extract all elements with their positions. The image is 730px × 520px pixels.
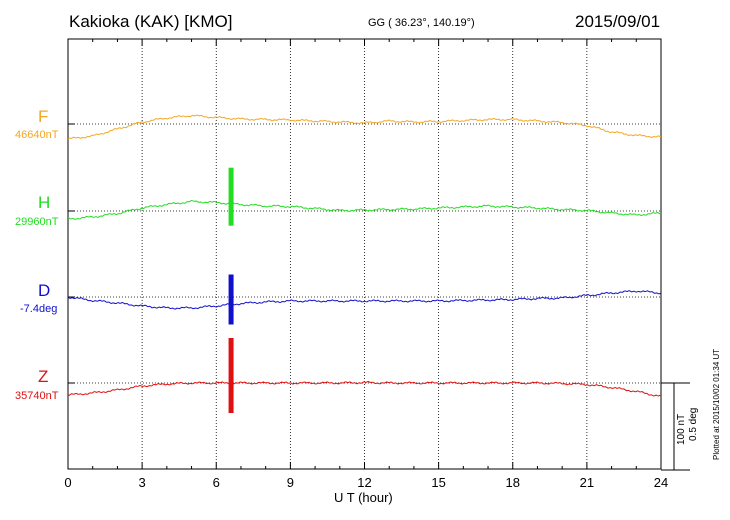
station-coords: GG ( 36.23°, 140.19°) (368, 17, 475, 29)
channel-d-baseline: -7.4deg (20, 303, 58, 315)
plot-frame (67, 38, 662, 470)
scale-bar-deg: 0.5 deg (688, 407, 699, 441)
x-tick-label: 3 (139, 475, 146, 490)
x-tick-label: 0 (64, 475, 71, 490)
x-tick-label: 9 (287, 475, 294, 490)
channel-d-label: D (38, 281, 51, 300)
x-tick-label: 24 (654, 475, 668, 490)
x-tick-label: 15 (431, 475, 445, 490)
disturbance-spike-z (228, 338, 234, 413)
series-line-d (67, 290, 662, 310)
x-tick-label: 6 (213, 475, 220, 490)
scale-bar-nt: 100 nT (676, 413, 687, 445)
plot-date: 2015/09/01 (575, 12, 661, 31)
x-tick-label: 12 (357, 475, 371, 490)
x-tick-label: 21 (580, 475, 594, 490)
channel-f-baseline: 46640nT (15, 129, 59, 141)
channel-h-baseline: 29960nT (15, 216, 59, 228)
channel-h-label: H (38, 193, 51, 212)
series-line-z (67, 380, 661, 397)
plotted-timestamp: Plotted at 2015/10/02 01:34 UT (712, 348, 721, 460)
series-line-f (67, 114, 662, 140)
series-line-h (67, 199, 662, 221)
station-title: Kakioka (KAK) [KMO] (69, 12, 233, 31)
x-axis-label: U T (hour) (334, 490, 393, 505)
disturbance-spike-h (228, 167, 234, 226)
channel-z-label: Z (38, 367, 49, 386)
channel-z-baseline: 35740nT (15, 390, 59, 402)
disturbance-spike-d (228, 274, 234, 325)
channel-f-label: F (38, 107, 49, 126)
x-tick-label: 18 (506, 475, 520, 490)
